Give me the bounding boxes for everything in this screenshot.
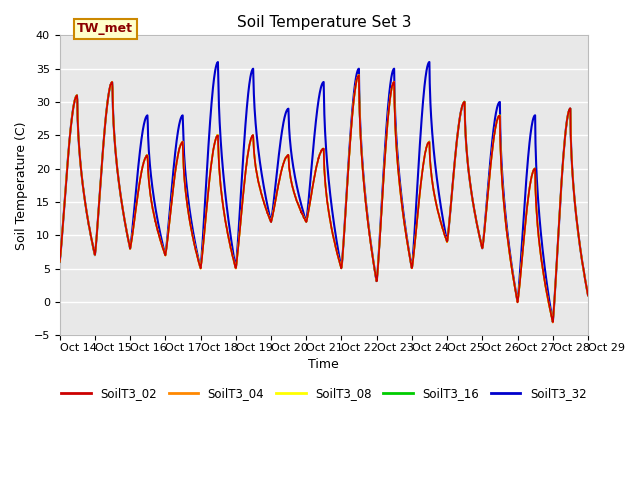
Y-axis label: Soil Temperature (C): Soil Temperature (C) bbox=[15, 121, 28, 250]
Text: TW_met: TW_met bbox=[77, 23, 133, 36]
X-axis label: Time: Time bbox=[308, 359, 339, 372]
Legend: SoilT3_02, SoilT3_04, SoilT3_08, SoilT3_16, SoilT3_32: SoilT3_02, SoilT3_04, SoilT3_08, SoilT3_… bbox=[56, 382, 591, 404]
Title: Soil Temperature Set 3: Soil Temperature Set 3 bbox=[237, 15, 411, 30]
